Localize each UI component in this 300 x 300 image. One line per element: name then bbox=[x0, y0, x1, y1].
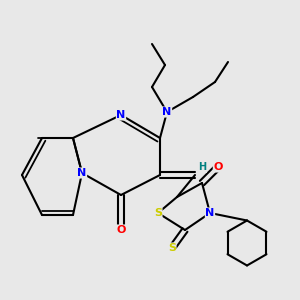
Text: O: O bbox=[213, 162, 223, 172]
Text: S: S bbox=[154, 208, 162, 218]
Text: N: N bbox=[77, 168, 87, 178]
Text: O: O bbox=[116, 225, 126, 235]
Text: S: S bbox=[168, 243, 176, 253]
Text: N: N bbox=[206, 208, 214, 218]
Text: N: N bbox=[116, 110, 126, 120]
Text: N: N bbox=[162, 107, 172, 117]
Text: H: H bbox=[198, 163, 207, 172]
